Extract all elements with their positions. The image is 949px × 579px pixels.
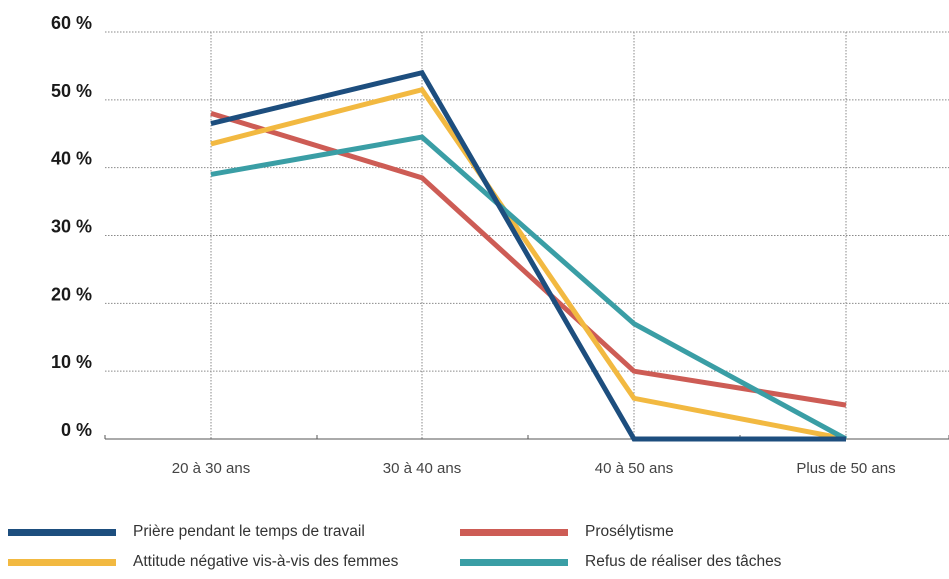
series-line-2 <box>210 86 847 442</box>
series-line-3 <box>210 134 848 442</box>
y-tick-label: 20 % <box>51 284 92 304</box>
legend-swatch-proselytisme <box>460 528 568 536</box>
x-axis-tick-labels: 20 à 30 ans 30 à 40 ans 40 à 50 ans Plus de… <box>172 460 896 477</box>
y-tick-label: 30 % <box>51 217 92 237</box>
legend-swatch-priere <box>8 528 116 536</box>
grid-lines <box>105 31 949 439</box>
legend-item-priere: Prière pendant le temps de travail <box>8 521 365 543</box>
x-tick-label: Plus de 50 ans <box>796 460 895 477</box>
series-lines <box>210 69 848 442</box>
x-tick-label: 30 à 40 ans <box>383 460 461 477</box>
legend-item-proselytisme: Prosélytisme <box>460 521 674 543</box>
y-tick-label: 50 % <box>51 81 92 101</box>
legend-label-priere: Prière pendant le temps de travail <box>133 523 365 540</box>
series-line-1 <box>210 111 847 408</box>
legend-swatch-refus-taches <box>460 558 568 566</box>
legend-item-refus-taches: Refus de réaliser des tâches <box>460 551 781 573</box>
legend-swatch-attitude-negative <box>8 558 116 566</box>
series-line-0 <box>210 69 846 442</box>
y-tick-label: 0 % <box>61 420 92 440</box>
line-chart: 0 % 10 % 20 % 30 % 40 % 50 % 60 % 20 à 30 ans 3… <box>51 13 949 477</box>
legend-label-proselytisme: Prosélytisme <box>585 523 674 540</box>
legend-item-attitude-negative: Attitude négative vis-à-vis des femmes <box>8 551 398 573</box>
legend-label-attitude-negative: Attitude négative vis-à-vis des femmes <box>133 553 399 570</box>
y-axis-tick-labels: 0 % 10 % 20 % 30 % 40 % 50 % 60 % <box>51 13 92 440</box>
y-tick-label: 40 % <box>51 149 92 169</box>
y-tick-label: 60 % <box>51 13 92 33</box>
x-tick-label: 40 à 50 ans <box>595 460 673 477</box>
y-tick-label: 10 % <box>51 352 92 372</box>
legend: Prière pendant le temps de travail Prosé… <box>0 516 949 579</box>
legend-label-refus-taches: Refus de réaliser des tâches <box>585 553 782 570</box>
x-tick-label: 20 à 30 ans <box>172 460 250 477</box>
